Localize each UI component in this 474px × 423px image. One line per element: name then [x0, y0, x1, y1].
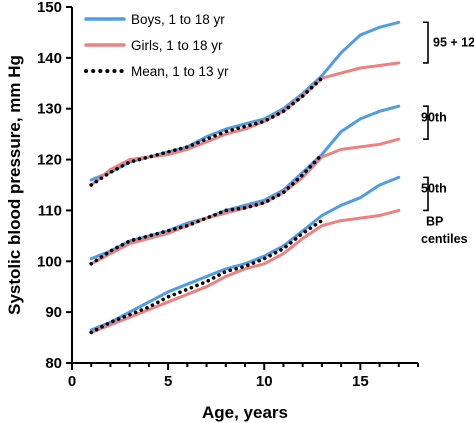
x-tick-label: 15	[352, 373, 369, 390]
legend-label: Mean, 1 to 13 yr	[131, 64, 229, 79]
boys-line-0	[89, 175, 401, 332]
y-tick-label: 130	[37, 101, 62, 118]
centile-label: 50th	[421, 182, 447, 196]
legend-label: Boys, 1 to 18 yr	[131, 12, 225, 27]
y-tick-label: 150	[37, 0, 62, 16]
mean-line-2	[89, 76, 324, 187]
centile-bracket	[423, 21, 429, 64]
girls-line-2	[89, 61, 401, 187]
y-tick-label: 110	[38, 202, 62, 219]
centile-bracket	[423, 176, 429, 212]
girls-line-0	[89, 208, 401, 334]
x-tick-label: 5	[164, 373, 172, 390]
y-tick-label: 100	[37, 253, 62, 270]
axes: 80 90 100 110 120 130 140 150 0 5 10 15	[37, 0, 419, 390]
mean-line-1	[89, 152, 324, 266]
y-tick-label: 120	[37, 152, 62, 169]
centile-label: 95 + 12	[433, 36, 474, 50]
centile-label: 90th	[421, 110, 447, 124]
y-tick-label: 140	[37, 50, 62, 67]
y-tick-label: 80	[45, 355, 62, 372]
x-tick-label: 0	[68, 373, 76, 390]
legend: Boys, 1 to 18 yr Girls, 1 to 18 yr Mean, 1…	[84, 12, 229, 79]
boys-line-1	[89, 104, 401, 261]
centile-annotations: 95 + 12 90th 50th BP centiles	[421, 21, 474, 246]
centile-bracket	[423, 105, 429, 141]
y-tick-label: 90	[45, 304, 62, 321]
series-layer	[89, 20, 401, 335]
mean-line-0	[89, 218, 324, 335]
x-tick-label: 10	[256, 373, 273, 390]
y-axis-title: Systolic blood pressure, mm Hg	[5, 55, 24, 315]
centiles-label: centiles	[421, 232, 468, 246]
legend-label: Girls, 1 to 18 yr	[131, 38, 223, 53]
bp-label: BP	[426, 215, 443, 229]
x-axis-title: Age, years	[202, 403, 288, 422]
